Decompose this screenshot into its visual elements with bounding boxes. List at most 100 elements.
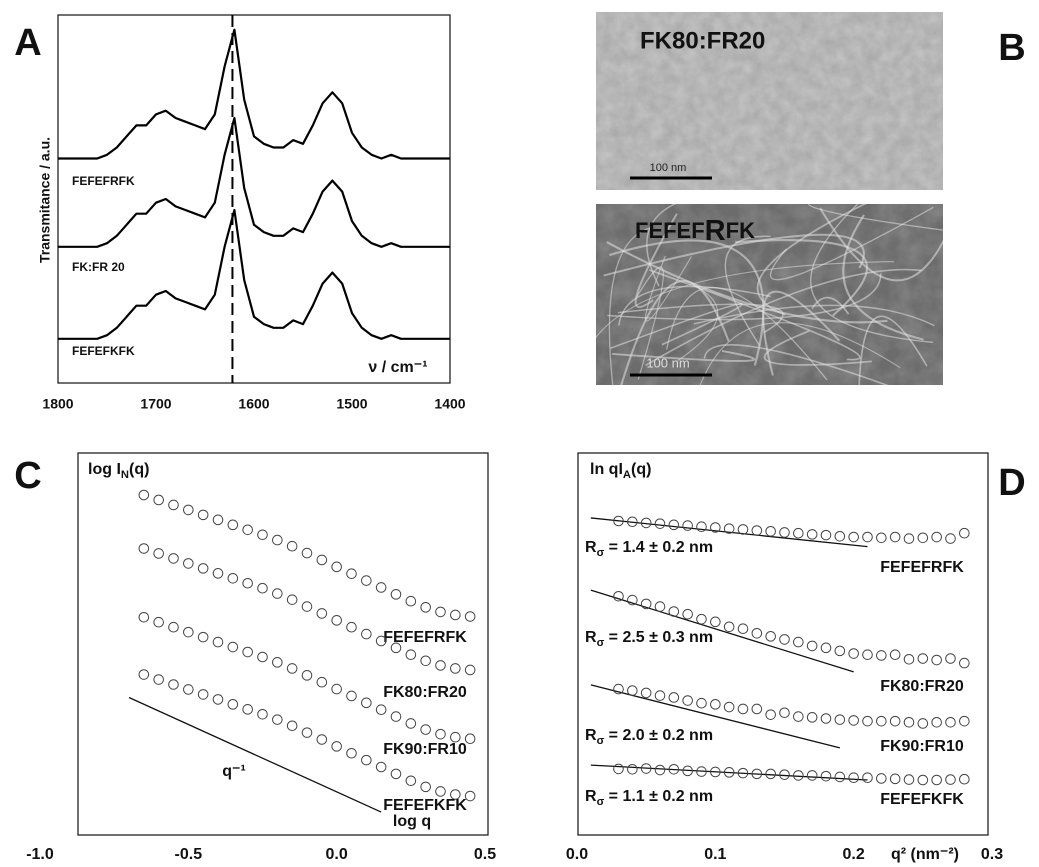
- data-point: [391, 769, 401, 779]
- x-tick-label: 1800: [42, 396, 73, 412]
- data-point: [139, 670, 149, 680]
- text-part: ln qI: [590, 461, 623, 478]
- data-point: [451, 610, 461, 620]
- data-point: [863, 532, 873, 542]
- data-point: [154, 675, 164, 685]
- data-point: [184, 685, 194, 695]
- data-point: [918, 775, 928, 785]
- data-point: [302, 728, 312, 738]
- data-point: [890, 774, 900, 784]
- fit-annotation: Rσ = 1.1 ± 0.2 nm: [585, 788, 713, 808]
- reference-line: [129, 697, 381, 812]
- data-point: [228, 520, 238, 530]
- data-point: [391, 590, 401, 600]
- x-tick-label: -1.0: [26, 846, 54, 863]
- data-point: [154, 549, 164, 559]
- series-label: FK:FR 20: [72, 260, 125, 274]
- data-point: [258, 709, 268, 719]
- y-axis-label: log IN(q): [88, 461, 149, 481]
- x-axis-label: q² (nm⁻²): [891, 846, 959, 863]
- data-point: [184, 627, 194, 637]
- data-point: [946, 534, 956, 544]
- x-tick-label: 1400: [434, 396, 465, 412]
- data-point: [697, 614, 707, 624]
- data-point: [287, 595, 297, 605]
- data-point: [711, 700, 721, 710]
- data-point: [766, 632, 776, 642]
- data-point: [863, 773, 873, 783]
- data-point: [780, 770, 790, 780]
- data-point: [228, 642, 238, 652]
- data-point: [780, 635, 790, 645]
- data-point: [243, 525, 253, 535]
- x-tick-label: 0.5: [474, 846, 496, 863]
- data-point: [904, 654, 914, 664]
- fit-annotation: Rσ = 2.0 ± 0.2 nm: [585, 727, 713, 747]
- data-point: [918, 719, 928, 729]
- x-tick-label: 0.2: [843, 846, 865, 863]
- data-point: [890, 650, 900, 660]
- data-point: [436, 661, 446, 671]
- data-point: [697, 698, 707, 708]
- x-tick-label: 0.3: [981, 846, 1003, 863]
- data-point: [376, 762, 386, 772]
- x-axis-label: ν / cm⁻¹: [368, 359, 427, 376]
- data-point: [347, 748, 357, 758]
- spectrum-line: [58, 210, 450, 339]
- data-point: [904, 718, 914, 728]
- data-point: [766, 769, 776, 779]
- data-point: [697, 522, 707, 532]
- x-tick-label: 1500: [336, 396, 367, 412]
- data-point: [863, 650, 873, 660]
- data-point: [154, 495, 164, 505]
- spectrum-line: [58, 30, 450, 159]
- data-point: [213, 695, 223, 705]
- data-point: [724, 622, 734, 632]
- data-point: [273, 715, 283, 725]
- data-point: [807, 713, 817, 723]
- data-point: [752, 629, 762, 639]
- data-point: [849, 773, 859, 783]
- data-point: [362, 698, 372, 708]
- panel-label: B: [998, 27, 1025, 69]
- data-point: [794, 771, 804, 781]
- data-point: [780, 708, 790, 718]
- series-label: FK90:FR10: [880, 738, 964, 755]
- data-point: [287, 541, 297, 551]
- data-point: [465, 612, 475, 622]
- data-point: [362, 576, 372, 586]
- data-point: [139, 490, 149, 500]
- data-point: [738, 704, 748, 714]
- data-point: [317, 609, 327, 619]
- data-point: [641, 688, 651, 698]
- data-point: [228, 573, 238, 583]
- data-point: [918, 654, 928, 664]
- data-point: [807, 530, 817, 540]
- data-point: [628, 764, 638, 774]
- text-part: (q): [129, 461, 149, 478]
- x-tick-label: 0.0: [566, 846, 588, 863]
- data-point: [821, 643, 831, 653]
- data-point: [807, 641, 817, 651]
- data-point: [835, 772, 845, 782]
- x-tick-label: 0.1: [704, 846, 726, 863]
- data-point: [655, 691, 665, 701]
- data-point: [198, 690, 208, 700]
- data-point: [724, 702, 734, 712]
- data-point: [877, 651, 887, 661]
- x-tick-label: -0.5: [175, 846, 203, 863]
- data-point: [669, 607, 679, 617]
- data-point: [258, 530, 268, 540]
- data-point: [683, 696, 693, 706]
- data-point: [198, 564, 208, 574]
- data-point: [683, 521, 693, 531]
- text-part: = 2.0 ± 0.2 nm: [604, 727, 713, 744]
- data-point: [614, 591, 624, 601]
- data-point: [184, 505, 194, 515]
- data-point: [960, 528, 970, 538]
- data-point: [683, 609, 693, 619]
- data-point: [302, 602, 312, 612]
- data-point: [198, 632, 208, 642]
- series-label: FK90:FR10: [383, 741, 467, 758]
- panel-label: C: [14, 455, 41, 497]
